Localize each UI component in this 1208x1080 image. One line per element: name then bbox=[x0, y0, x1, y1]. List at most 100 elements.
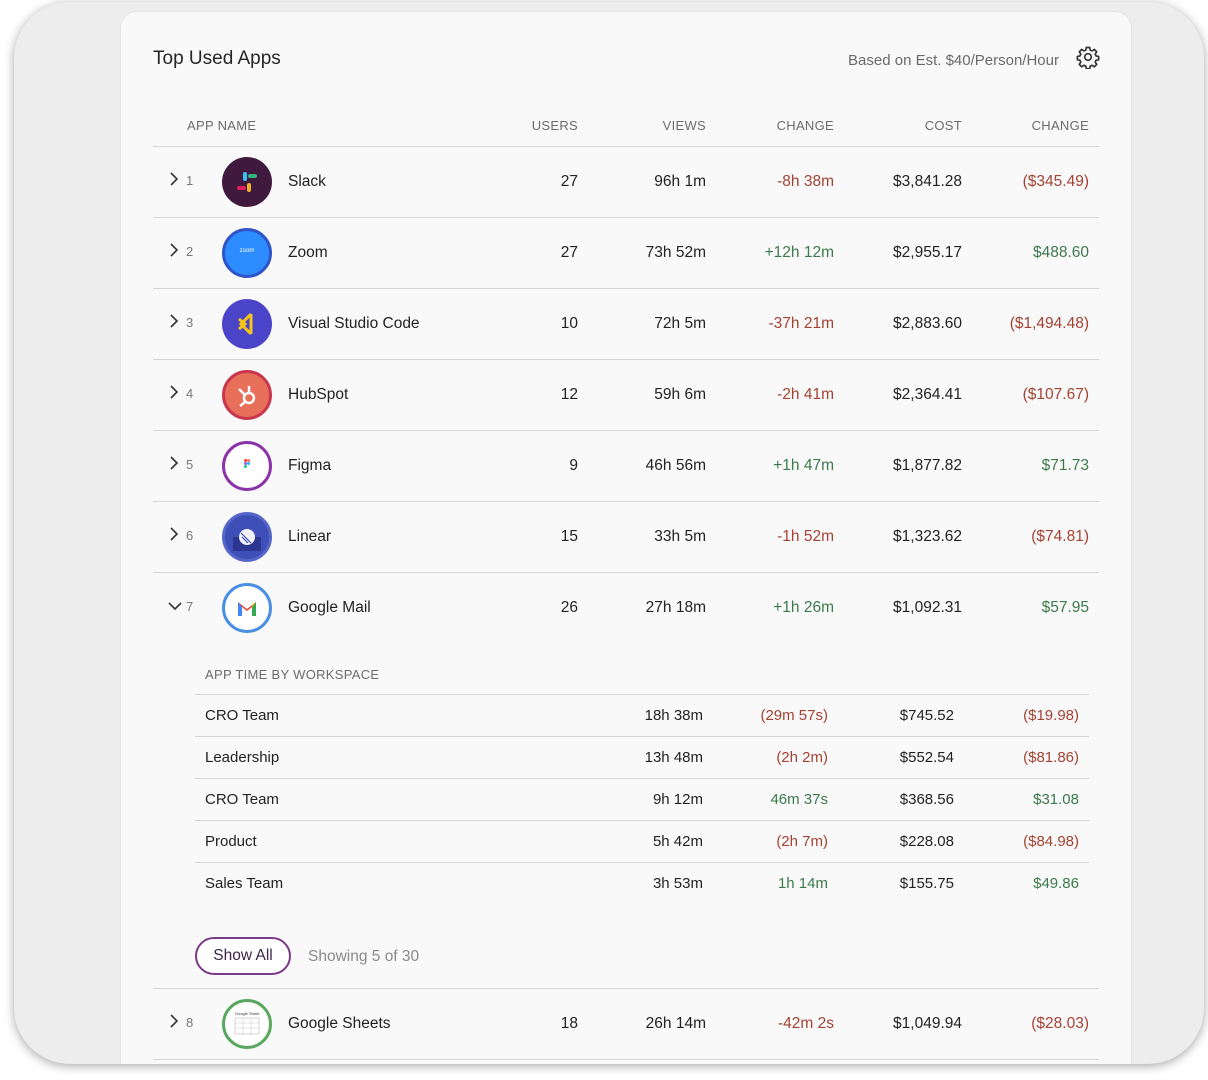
time-change-value: -2h 41m bbox=[777, 386, 834, 403]
cost-change-value: ($28.03) bbox=[1031, 1015, 1089, 1032]
linear-logo-icon bbox=[222, 512, 272, 562]
time-change-value: -8h 38m bbox=[777, 173, 834, 190]
row-rank: 7 bbox=[186, 599, 194, 614]
app-name[interactable]: HubSpot bbox=[288, 386, 349, 403]
time-change-value: -1h 52m bbox=[777, 528, 834, 545]
hubspot-logo-icon bbox=[222, 370, 272, 420]
users-value: 12 bbox=[560, 386, 578, 403]
workspace-row[interactable]: Product 5h 42m (2h 7m) $228.08 ($84.98) bbox=[195, 821, 1089, 863]
app-name[interactable]: Visual Studio Code bbox=[288, 315, 420, 332]
workspace-name: Sales Team bbox=[205, 875, 284, 892]
show-all-button[interactable]: Show All bbox=[195, 937, 291, 975]
gmail-logo-icon bbox=[222, 583, 272, 633]
col-views[interactable]: VIEWS bbox=[662, 118, 706, 133]
time-change-value: +1h 26m bbox=[773, 599, 834, 616]
app-name[interactable]: Google Mail bbox=[288, 599, 371, 616]
workspace-row[interactable]: Leadership 13h 48m (2h 2m) $552.54 ($81.… bbox=[195, 737, 1089, 779]
gear-icon[interactable] bbox=[1076, 45, 1100, 69]
row-rank: 5 bbox=[186, 457, 194, 472]
chevron-down-icon[interactable] bbox=[167, 600, 183, 612]
row-rank: 3 bbox=[186, 315, 194, 330]
workspace-cost-change: ($19.98) bbox=[1023, 707, 1079, 724]
table-row[interactable]: 3 Visual Studio Code 10 72h 5m -37h 21m … bbox=[153, 289, 1099, 360]
chevron-right-icon[interactable] bbox=[167, 242, 181, 258]
cost-value: $1,323.62 bbox=[893, 528, 962, 545]
chevron-right-icon[interactable] bbox=[167, 313, 181, 329]
top-used-apps-card: Top Used Apps Based on Est. $40/Person/H… bbox=[121, 12, 1131, 1064]
chevron-right-icon[interactable] bbox=[167, 1013, 181, 1029]
workspace-views: 5h 42m bbox=[652, 833, 703, 850]
users-value: 9 bbox=[569, 457, 578, 474]
workspace-row[interactable]: CRO Team 9h 12m 46m 37s $368.56 $31.08 bbox=[195, 779, 1089, 821]
pagination-status: Showing 5 of 30 bbox=[308, 948, 420, 965]
col-change[interactable]: CHANGE bbox=[776, 118, 834, 133]
views-value: 33h 5m bbox=[654, 528, 706, 545]
workspace-time-change: (29m 57s) bbox=[760, 707, 828, 724]
cost-value: $3,841.28 bbox=[893, 173, 962, 190]
time-change-value: -42m 2s bbox=[778, 1015, 834, 1032]
views-value: 73h 52m bbox=[645, 244, 706, 261]
workspace-cost: $552.54 bbox=[899, 749, 954, 766]
table-row-expanded[interactable]: 7 Google Mail 26 27h 18m +1h 26m $1,092.… bbox=[153, 573, 1099, 643]
workspace-views: 3h 53m bbox=[652, 875, 703, 892]
table-row[interactable]: 6 Linear 15 33h 5m -1h 52m $1,323.62 ($7… bbox=[153, 502, 1099, 573]
workspace-views: 9h 12m bbox=[652, 791, 703, 808]
cost-change-value: ($345.49) bbox=[1022, 173, 1089, 190]
workspace-cost: $228.08 bbox=[899, 833, 954, 850]
cost-value: $1,092.31 bbox=[893, 599, 962, 616]
zoom-logo-icon: zoom bbox=[222, 228, 272, 278]
chevron-right-icon[interactable] bbox=[167, 526, 181, 542]
col-cost[interactable]: COST bbox=[924, 118, 962, 133]
card-title: Top Used Apps bbox=[153, 48, 281, 69]
workspace-breakdown-heading: APP TIME BY WORKSPACE bbox=[195, 642, 1089, 695]
window-frame: Top Used Apps Based on Est. $40/Person/H… bbox=[14, 2, 1204, 1064]
cost-value: $2,955.17 bbox=[893, 244, 962, 261]
table-row[interactable]: 4 HubSpot 12 59h 6m -2h 41m $2,364.41 ($… bbox=[153, 360, 1099, 431]
app-name[interactable]: Google Sheets bbox=[288, 1015, 391, 1032]
workspace-name: Product bbox=[205, 833, 257, 850]
users-value: 15 bbox=[560, 528, 578, 545]
workspace-name: CRO Team bbox=[205, 791, 279, 808]
chevron-right-icon[interactable] bbox=[167, 171, 181, 187]
views-value: 59h 6m bbox=[654, 386, 706, 403]
workspace-views: 13h 48m bbox=[644, 749, 703, 766]
workspace-row[interactable]: CRO Team 18h 38m (29m 57s) $745.52 ($19.… bbox=[195, 695, 1089, 737]
cost-change-value: $488.60 bbox=[1032, 244, 1089, 261]
col-cost-change[interactable]: CHANGE bbox=[1031, 118, 1089, 133]
app-name[interactable]: Zoom bbox=[288, 244, 328, 261]
workspace-name: Leadership bbox=[205, 749, 280, 766]
chevron-right-icon[interactable] bbox=[167, 455, 181, 471]
app-name[interactable]: Slack bbox=[288, 173, 326, 190]
workspace-breakdown: APP TIME BY WORKSPACE CRO Team 18h 38m (… bbox=[195, 642, 1089, 904]
col-app-name[interactable]: APP NAME bbox=[187, 118, 257, 133]
workspace-row[interactable]: Sales Team 3h 53m 1h 14m $155.75 $49.86 bbox=[195, 863, 1089, 904]
table-row[interactable]: 2 zoom Zoom 27 73h 52m +12h 12m $2,955.1… bbox=[153, 218, 1099, 289]
chevron-right-icon[interactable] bbox=[167, 384, 181, 400]
table-row[interactable]: 8 Google Sheet Google Sheets 18 26h 14m … bbox=[153, 988, 1099, 1060]
cost-change-value: ($1,494.48) bbox=[1009, 315, 1089, 332]
views-value: 46h 56m bbox=[645, 457, 706, 474]
workspace-time-change: (2h 7m) bbox=[776, 833, 828, 850]
users-value: 27 bbox=[560, 173, 578, 190]
google-sheets-logo-icon: Google Sheet bbox=[222, 999, 272, 1049]
workspace-cost-change: $31.08 bbox=[1033, 791, 1079, 808]
cost-change-value: ($107.67) bbox=[1022, 386, 1089, 403]
app-name[interactable]: Figma bbox=[288, 457, 332, 474]
table-header: APP NAME USERS VIEWS CHANGE COST CHANGE bbox=[153, 116, 1099, 147]
table-row[interactable]: 5 Figma 9 46h 56m +1h 47m $1,877.82 $71.… bbox=[153, 431, 1099, 502]
app-name[interactable]: Linear bbox=[288, 528, 332, 545]
workspace-cost: $368.56 bbox=[899, 791, 954, 808]
users-value: 27 bbox=[560, 244, 578, 261]
cost-change-value: ($74.81) bbox=[1031, 528, 1089, 545]
row-rank: 4 bbox=[186, 386, 194, 401]
time-change-value: +1h 47m bbox=[773, 457, 834, 474]
cost-value: $1,049.94 bbox=[893, 1015, 962, 1032]
cost-value: $1,877.82 bbox=[893, 457, 962, 474]
table-row[interactable]: 1 Slack 27 96h 1m -8h 38m $3,841.28 ($34… bbox=[153, 147, 1099, 218]
time-change-value: -37h 21m bbox=[768, 315, 834, 332]
col-users[interactable]: USERS bbox=[531, 118, 578, 133]
workspace-cost: $745.52 bbox=[899, 707, 954, 724]
workspace-views: 18h 38m bbox=[644, 707, 703, 724]
workspace-time-change: 46m 37s bbox=[770, 791, 828, 808]
row-rank: 8 bbox=[186, 1015, 194, 1030]
